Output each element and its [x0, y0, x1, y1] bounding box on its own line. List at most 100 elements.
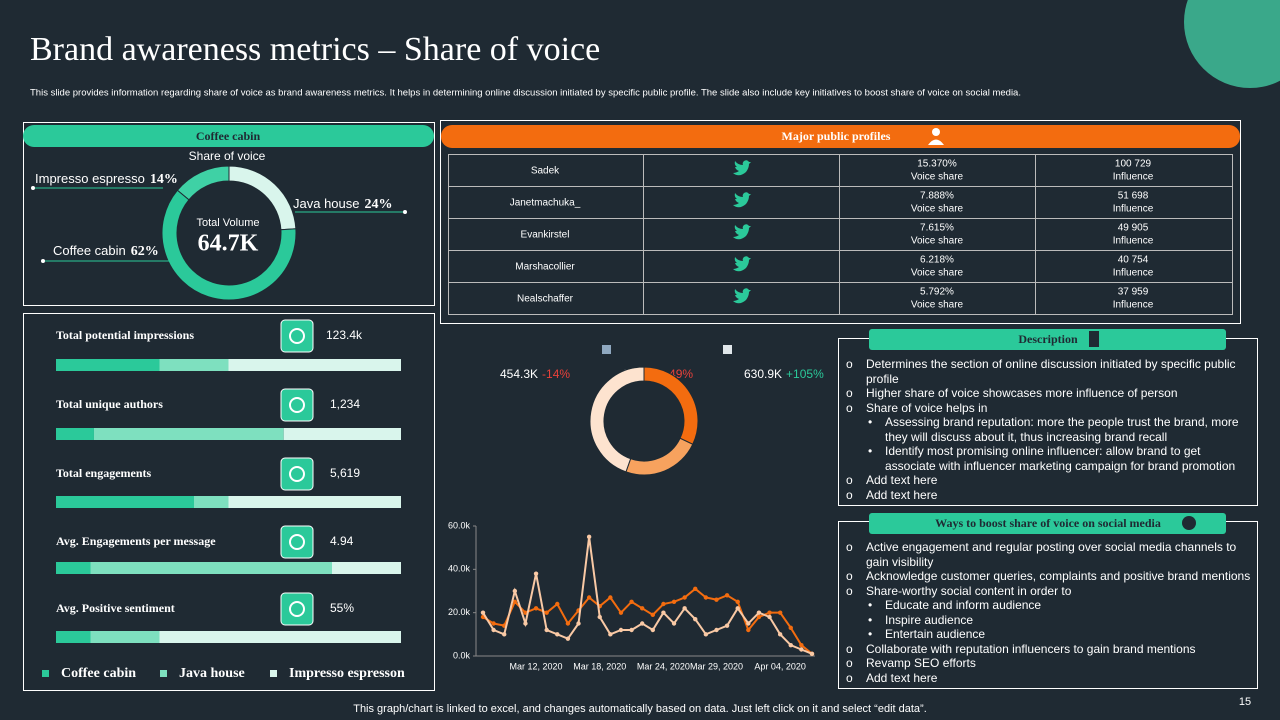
influence-caption: Influence — [1113, 204, 1154, 215]
line-point — [491, 627, 496, 633]
legend-swatch — [723, 345, 732, 354]
x-tick-label: Mar 12, 2020 — [510, 661, 563, 671]
metric-value: 5,619 — [330, 466, 360, 480]
line-point — [746, 627, 751, 633]
line-point — [512, 599, 518, 605]
slice-label: Coffee cabin 62% — [53, 243, 159, 259]
y-tick-label: 40.0k — [448, 564, 471, 574]
subtitle: This slide provides information regardin… — [30, 88, 1021, 99]
voice-share-caption: Voice share — [911, 236, 964, 247]
bar-segment — [90, 562, 332, 574]
voice-share: 5.792% — [920, 287, 954, 298]
voice-share: 7.888% — [920, 191, 954, 202]
y-tick-label: 0.0k — [453, 650, 471, 660]
line-point — [777, 632, 783, 637]
line-point — [682, 606, 687, 611]
bar-segment — [332, 562, 401, 574]
leader-dot — [41, 259, 45, 263]
ways-header: Ways to boost share of voice on social m… — [935, 516, 1161, 530]
list-item: Revamp SEO efforts — [840, 656, 1254, 671]
list-item: Add text here — [840, 488, 1245, 503]
donut-slice — [589, 366, 645, 473]
line-point — [629, 627, 634, 633]
line-point — [682, 595, 687, 600]
metric-icon-glyph — [289, 466, 305, 482]
metric-value: 4.94 — [330, 534, 354, 548]
bar-segment — [159, 359, 229, 371]
influence-caption: Influence — [1113, 300, 1154, 311]
line-point — [629, 599, 634, 605]
legend-swatch — [160, 670, 167, 677]
text-part: 454.3K — [500, 367, 538, 381]
table-row — [448, 282, 1233, 315]
line-point — [703, 632, 709, 637]
twitter-icon — [733, 160, 751, 176]
line-point — [735, 606, 740, 611]
influence: 37 959 — [1118, 287, 1149, 298]
legend-swatch — [474, 345, 483, 354]
legend-value: 454.3K -14% — [500, 367, 570, 381]
influence-caption: Influence — [1113, 172, 1154, 183]
line-point — [799, 642, 804, 648]
metric-icon — [280, 592, 314, 626]
x-tick-label: Apr 04, 2020 — [754, 661, 806, 671]
line-point — [767, 610, 772, 615]
line-point — [480, 610, 486, 615]
line-point — [618, 627, 624, 633]
metric-icon-glyph — [289, 328, 305, 344]
list-item: Higher share of voice showcases more inf… — [840, 386, 1245, 401]
list-item: Determines the section of online discuss… — [840, 357, 1245, 386]
voice-share-caption: Voice share — [911, 172, 964, 183]
x-tick-label: Mar 29, 2020 — [690, 661, 743, 671]
metric-value: 55% — [330, 601, 354, 615]
line-point — [714, 597, 719, 602]
donut-slice — [176, 165, 230, 201]
center-label: Total Volume — [197, 217, 260, 229]
legend-swatch — [602, 345, 611, 354]
legend-label: Impresso espresson — [289, 666, 405, 681]
line-point — [788, 625, 793, 631]
line-point — [650, 612, 656, 618]
legend-value: 630.9K +105% — [744, 367, 824, 381]
bar-segment — [228, 496, 401, 508]
list-item: Add text here — [840, 473, 1245, 488]
line-point — [735, 599, 740, 605]
line-point — [533, 571, 539, 576]
share-header: Coffee cabin — [196, 129, 261, 143]
metric-icon — [280, 457, 314, 491]
bar-segment — [56, 631, 91, 643]
voice-share: 15.370% — [917, 159, 957, 170]
line-point — [639, 621, 645, 626]
influence-caption: Influence — [1113, 268, 1154, 279]
list-item: Share-worthy social content in order to — [840, 584, 1254, 599]
y-tick-label: 60.0k — [448, 520, 471, 530]
twitter-icon — [733, 256, 751, 272]
influence: 49 905 — [1118, 223, 1149, 234]
x-tick-label: Mar 18, 2020 — [573, 661, 626, 671]
twitter-icon — [733, 224, 751, 240]
legend-label: Coffee cabin — [61, 666, 136, 681]
text-part: Coffee cabin — [53, 243, 126, 258]
list-item: Acknowledge customer queries, complaints… — [840, 569, 1254, 584]
metric-value: 1,234 — [330, 397, 360, 411]
slice-label: Impresso espresso 14% — [35, 171, 178, 187]
voice-share-caption: Voice share — [911, 300, 964, 311]
legend-swatch — [42, 670, 49, 677]
line-point — [799, 647, 804, 652]
text-part: 62% — [131, 244, 159, 259]
list-item: Active engagement and regular posting ov… — [840, 540, 1254, 569]
footer: This graph/chart is linked to excel, and… — [353, 703, 927, 715]
line-point — [693, 586, 698, 592]
voice-share-caption: Voice share — [911, 204, 964, 215]
bar-segment — [90, 631, 160, 643]
line-point — [746, 621, 751, 626]
social-icon — [1182, 516, 1196, 530]
line-point — [555, 632, 560, 637]
list-subitem: Inspire audience — [840, 613, 1254, 628]
profiles-panel — [440, 120, 1241, 324]
bar-segment — [56, 359, 160, 371]
line-series — [482, 536, 813, 655]
list-item: Collaborate with reputation influencers … — [840, 642, 1254, 657]
line-point — [756, 614, 762, 620]
